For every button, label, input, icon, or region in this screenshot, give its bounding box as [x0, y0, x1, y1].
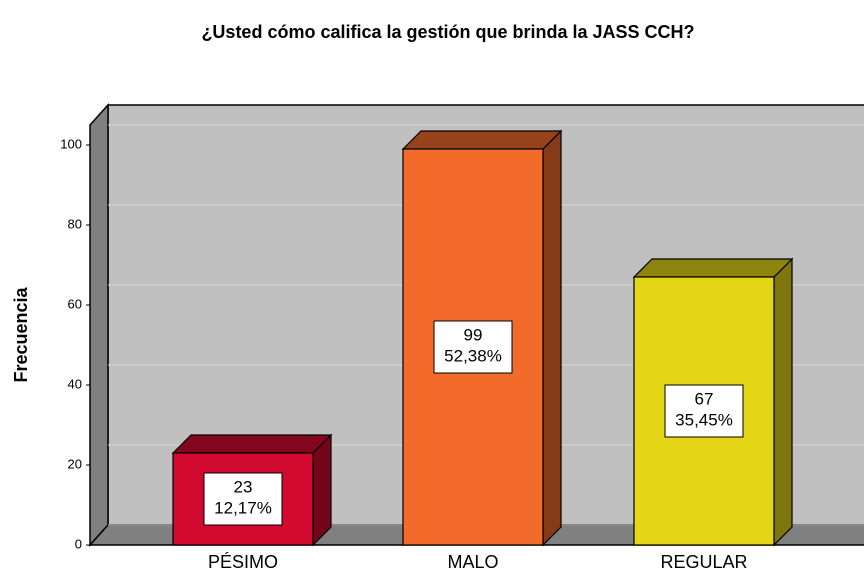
data-label: 23: [234, 477, 253, 496]
data-label-box: [203, 472, 283, 526]
bar-side: [773, 257, 793, 547]
data-label-box: [433, 320, 513, 374]
bar-side: [542, 129, 562, 547]
y-tick-label: 20: [68, 456, 82, 471]
y-tick-label: 40: [68, 376, 82, 391]
left-wall: [89, 103, 109, 547]
bar-top: [401, 130, 563, 150]
data-label-percent: 52,38%: [444, 346, 502, 365]
y-tick-label: 100: [60, 136, 82, 151]
y-axis-label: Frecuencia: [11, 286, 31, 382]
x-tick-label: PÉSIMO: [208, 552, 278, 572]
y-tick-label: 0: [75, 536, 82, 551]
y-tick-label: 80: [68, 216, 82, 231]
chart-title: ¿Usted cómo califica la gestión que brin…: [201, 22, 694, 42]
x-tick-label: REGULAR: [660, 552, 747, 572]
x-tick-label: MALO: [447, 552, 498, 572]
data-label-percent: 35,45%: [675, 410, 733, 429]
bar-top: [632, 258, 794, 278]
data-label-box: [664, 384, 744, 438]
bar-top: [171, 434, 333, 454]
data-label: 99: [464, 325, 483, 344]
data-label: 67: [695, 389, 714, 408]
data-label-percent: 12,17%: [214, 498, 272, 517]
bar-side: [312, 433, 332, 547]
y-tick-label: 60: [68, 296, 82, 311]
